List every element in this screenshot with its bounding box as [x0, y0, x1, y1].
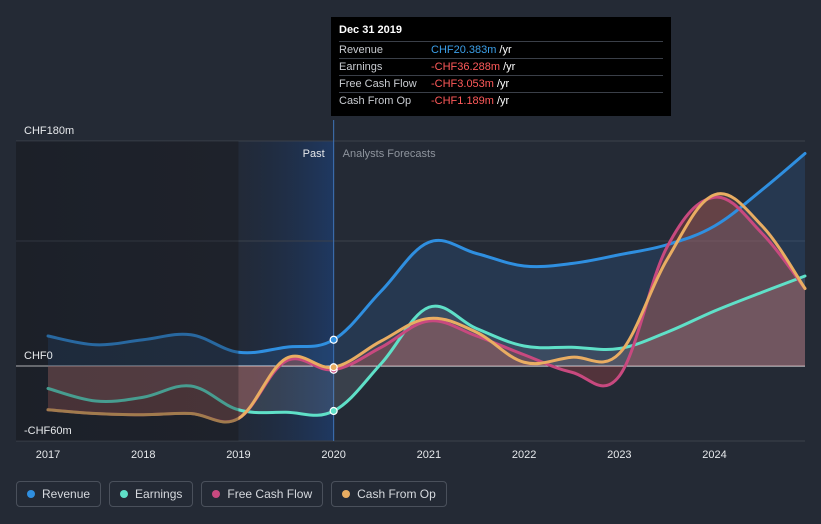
tooltip-unit: /yr — [496, 95, 510, 107]
tooltip-label: Revenue — [339, 44, 384, 56]
cash-from-op-line — [46, 192, 807, 424]
tooltip-title: Dec 31 2019 — [339, 24, 402, 36]
legend-item-free-cash-flow[interactable]: Free Cash Flow — [201, 481, 324, 507]
x-tick-label: 2020 — [321, 449, 345, 461]
earnings-line — [46, 274, 807, 417]
legend-label: Earnings — [135, 487, 183, 501]
legend-label: Cash From Op — [357, 487, 436, 501]
revenue-dot-icon — [27, 490, 35, 498]
legend-item-earnings[interactable]: Earnings — [109, 481, 194, 507]
tooltip-value: -CHF3.053m — [431, 78, 494, 90]
tooltip-row-revenue: Revenue CHF20.383m /yr — [339, 41, 663, 58]
x-tick-label: 2018 — [131, 449, 155, 461]
revenue-area — [48, 153, 805, 366]
tooltip-label: Cash From Op — [339, 95, 412, 107]
tooltip-row-earnings: Earnings -CHF36.288m /yr — [339, 58, 663, 75]
tooltip-value: -CHF36.288m — [431, 61, 501, 73]
earnings-marker — [329, 406, 338, 416]
earnings-area — [48, 276, 805, 416]
tooltip-row-free-cash-flow: Free Cash Flow -CHF3.053m /yr — [339, 75, 663, 92]
x-tick-label: 2024 — [702, 449, 726, 461]
legend-label: Revenue — [42, 487, 91, 501]
tooltip-label: Earnings — [339, 61, 383, 73]
y-tick-label: CHF0 — [24, 350, 53, 362]
x-tick-label: 2023 — [607, 449, 631, 461]
legend: Revenue Earnings Free Cash Flow Cash Fro… — [16, 481, 447, 507]
legend-item-revenue[interactable]: Revenue — [16, 481, 102, 507]
x-tick-label: 2022 — [512, 449, 536, 461]
forecast-label: Analysts Forecasts — [343, 148, 436, 160]
revenue-marker — [329, 335, 338, 344]
past-label: Past — [303, 148, 325, 160]
cash-from-op-area — [48, 193, 805, 422]
tooltip-row-cash-from-op: Cash From Op -CHF1.189m /yr — [339, 92, 663, 109]
cash-from-op-marker — [329, 363, 338, 372]
tooltip: Dec 31 2019 Revenue CHF20.383m /yr Earni… — [331, 17, 671, 116]
y-tick-label: -CHF60m — [24, 425, 72, 437]
legend-label: Free Cash Flow — [227, 487, 313, 501]
tooltip-value: -CHF1.189m — [431, 95, 494, 107]
earnings-dot-icon — [120, 490, 129, 498]
legend-item-cash-from-op[interactable]: Cash From Op — [331, 481, 447, 507]
free-cash-flow-dot-icon — [212, 490, 221, 498]
y-tick-label: CHF180m — [24, 125, 74, 137]
tooltip-label: Free Cash Flow — [339, 78, 417, 90]
tooltip-unit: /yr — [499, 44, 512, 56]
tooltip-unit: /yr — [503, 61, 516, 73]
tooltip-unit: /yr — [496, 78, 510, 90]
x-tick-label: 2017 — [36, 449, 60, 461]
tooltip-value: CHF20.383m — [431, 44, 497, 56]
cash-from-op-dot-icon — [342, 490, 351, 498]
x-tick-label: 2019 — [226, 449, 250, 461]
highlight-region — [238, 141, 334, 441]
x-tick-label: 2021 — [417, 449, 441, 461]
